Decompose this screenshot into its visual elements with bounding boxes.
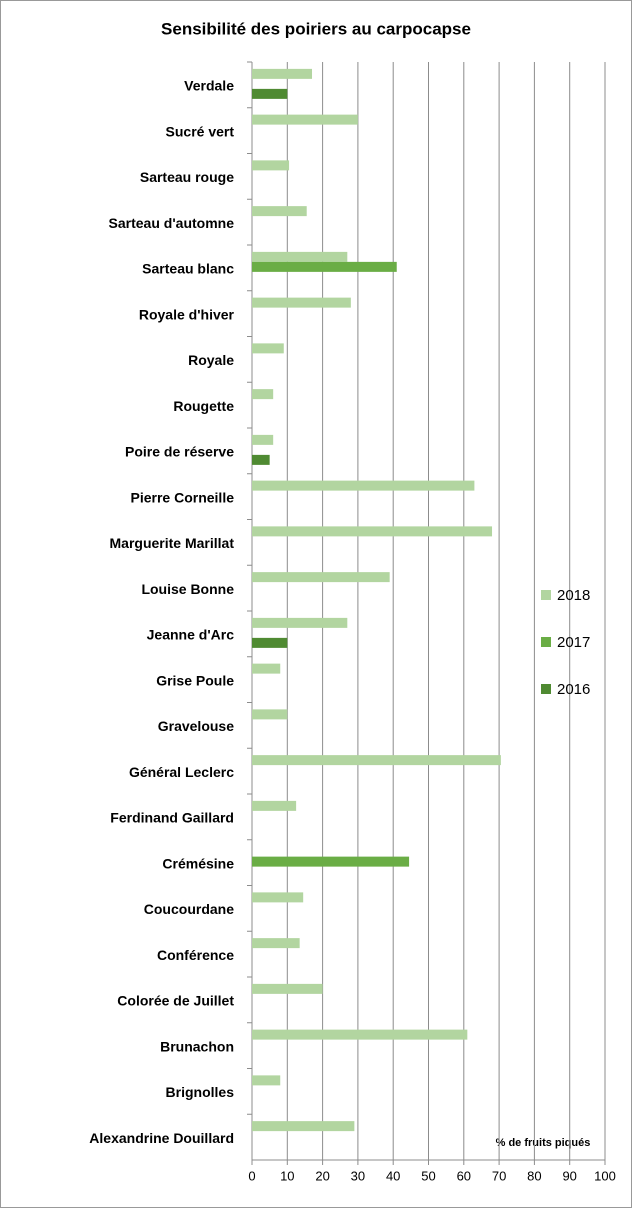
x-tick-label: 0 xyxy=(248,1168,255,1183)
bar xyxy=(252,297,351,308)
bar xyxy=(252,938,300,949)
y-tick-label: Louise Bonne xyxy=(141,581,234,597)
y-tick-label: Poire de réserve xyxy=(125,444,234,460)
bar xyxy=(252,709,288,720)
bar xyxy=(252,617,348,628)
bar xyxy=(252,114,358,125)
bar xyxy=(252,856,410,867)
bar xyxy=(252,892,304,903)
bar xyxy=(252,454,270,465)
y-tick-label: Verdale xyxy=(184,78,234,94)
bar xyxy=(252,755,501,766)
bar xyxy=(252,800,297,811)
y-tick-label: Pierre Corneille xyxy=(131,489,235,505)
y-tick-label: Sarteau d'automne xyxy=(109,215,235,231)
y-tick-label: Gravelouse xyxy=(158,718,234,734)
y-tick-label: Ferdinand Gaillard xyxy=(110,810,234,826)
y-tick-label: Jeanne d'Arc xyxy=(147,627,235,643)
x-tick-label: 90 xyxy=(562,1168,576,1183)
bar xyxy=(252,68,313,79)
x-tick-label: 100 xyxy=(594,1168,616,1183)
legend-swatch xyxy=(541,637,551,647)
bar xyxy=(252,572,390,583)
x-tick-label: 20 xyxy=(315,1168,329,1183)
bar xyxy=(252,983,323,994)
y-tick-label: Royale xyxy=(188,352,234,368)
bar xyxy=(252,160,290,171)
chart-title: Sensibilité des poiriers au carpocapse xyxy=(161,19,471,38)
y-tick-label: Coucourdane xyxy=(144,901,234,917)
x-tick-label: 30 xyxy=(351,1168,365,1183)
y-tick-label: Général Leclerc xyxy=(129,764,234,780)
legend-label: 2018 xyxy=(557,587,590,604)
y-tick-label: Colorée de Juillet xyxy=(117,993,234,1009)
bar xyxy=(252,206,307,217)
x-tick-label: 70 xyxy=(492,1168,506,1183)
bar xyxy=(252,343,284,354)
bar xyxy=(252,389,274,400)
x-tick-label: 40 xyxy=(386,1168,400,1183)
y-tick-label: Marguerite Marillat xyxy=(110,535,235,551)
bar xyxy=(252,88,288,99)
y-tick-label: Brunachon xyxy=(160,1038,234,1054)
y-tick-label: Sarteau rouge xyxy=(140,169,234,185)
bar xyxy=(252,1029,468,1040)
bar xyxy=(252,261,397,272)
bar xyxy=(252,663,281,674)
x-tick-label: 10 xyxy=(280,1168,294,1183)
y-tick-label: Conférence xyxy=(157,947,234,963)
y-tick-label: Alexandrine Douillard xyxy=(89,1130,234,1146)
y-tick-label: Rougette xyxy=(173,398,234,414)
bar xyxy=(252,526,493,537)
y-tick-label: Sucré vert xyxy=(166,123,235,139)
y-tick-label: Grise Poule xyxy=(156,672,234,688)
bar xyxy=(252,251,348,262)
bar xyxy=(252,1075,281,1086)
bar xyxy=(252,637,288,648)
annotation: % de fruits piqués xyxy=(496,1137,591,1149)
y-tick-label: Crémésine xyxy=(162,855,234,871)
bar xyxy=(252,1121,355,1132)
bar xyxy=(252,480,475,491)
legend-swatch xyxy=(541,684,551,694)
y-tick-label: Royale d'hiver xyxy=(139,306,235,322)
x-tick-label: 50 xyxy=(421,1168,435,1183)
x-tick-label: 60 xyxy=(457,1168,471,1183)
y-tick-label: Brignolles xyxy=(166,1084,235,1100)
bar xyxy=(252,434,274,445)
legend-swatch xyxy=(541,590,551,600)
y-tick-label: Sarteau blanc xyxy=(142,261,234,277)
x-tick-label: 80 xyxy=(527,1168,541,1183)
legend-label: 2017 xyxy=(557,634,590,651)
legend-label: 2016 xyxy=(557,681,590,698)
